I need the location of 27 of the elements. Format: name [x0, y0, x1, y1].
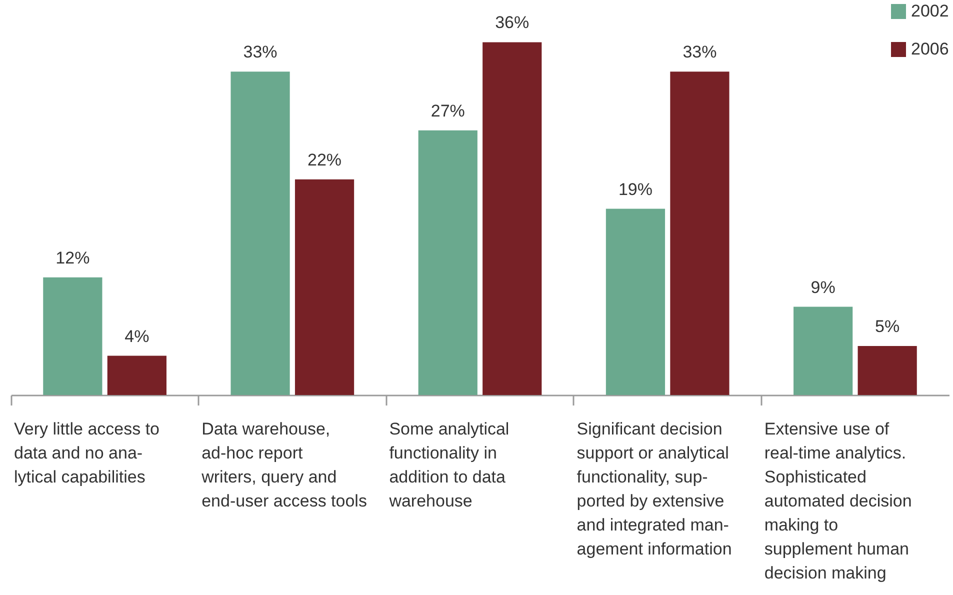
data-label: 22% [308, 150, 342, 170]
data-label: 33% [682, 42, 717, 62]
data-label: 4% [124, 326, 150, 346]
data-label: 19% [618, 180, 652, 199]
legend-label: 2006 [911, 40, 949, 58]
x-tick-label: Very little access to data and no ana- lytical capabilities [14, 420, 160, 486]
legend-label: 2002 [911, 2, 949, 20]
data-label: 27% [430, 101, 465, 120]
x-tick-label: Extensive use of real-time analytics. Sophisticated automated decision making to supplement human decision making [764, 420, 912, 582]
bar [107, 356, 166, 395]
data-label: 12% [56, 248, 90, 268]
bar [606, 208, 666, 395]
data-label: 9% [810, 278, 836, 297]
bar [43, 277, 102, 395]
bar [858, 346, 917, 395]
bar [670, 72, 730, 395]
data-label: 36% [495, 13, 530, 32]
x-tick-label: Data warehouse, ad-hoc report writers, query and end-user access tools [200, 420, 367, 510]
bar [794, 306, 853, 395]
bar [294, 179, 354, 395]
bar [418, 130, 478, 395]
bar [230, 72, 290, 395]
data-label: 33% [243, 42, 278, 62]
x-tick-label: Significant decision support or analytical functionality, sup- ported by extensive and integrated man- agement information [576, 420, 732, 558]
x-tick-label: Some analytical functionality in addition to data warehouse [388, 420, 510, 510]
data-label: 5% [875, 317, 900, 336]
bar [482, 42, 542, 395]
